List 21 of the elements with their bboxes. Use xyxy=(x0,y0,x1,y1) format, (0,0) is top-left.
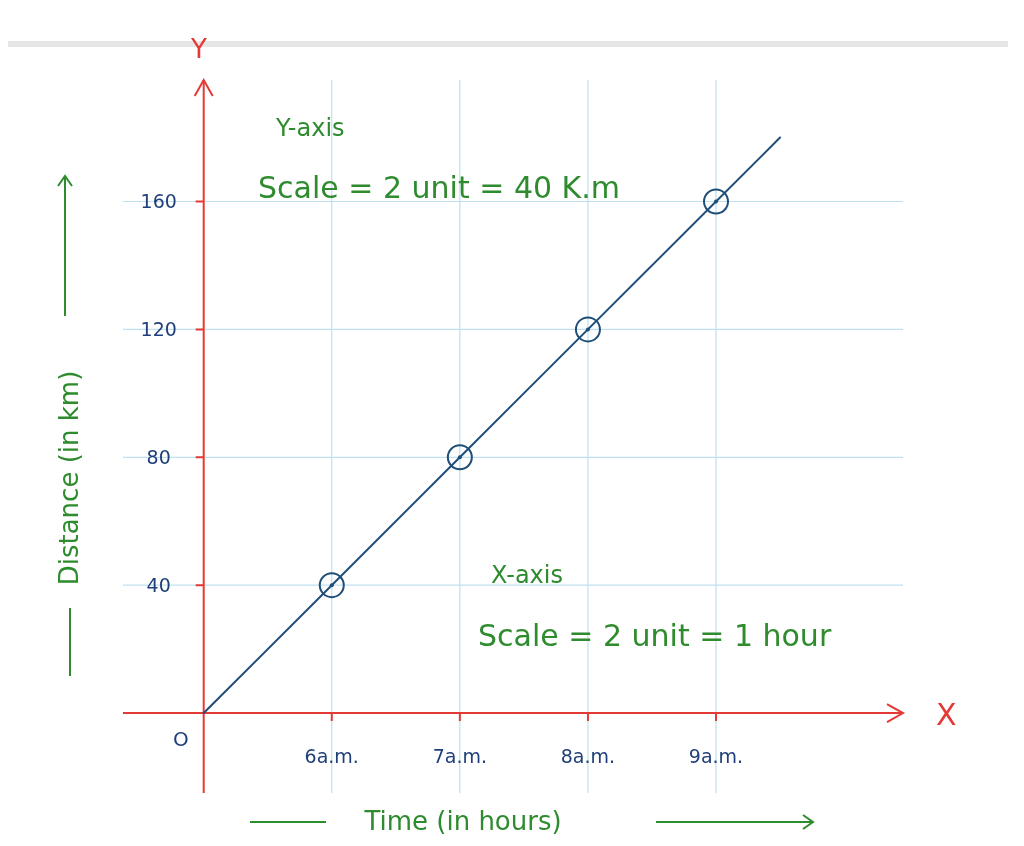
y-tick-label: 160 xyxy=(140,190,177,213)
annotation: Scale = 2 unit = 1 hour xyxy=(478,618,832,653)
point xyxy=(318,572,345,599)
x-tick-label: 7a.m. xyxy=(432,745,488,768)
point xyxy=(446,444,473,471)
annotation: Y-axis xyxy=(275,114,345,142)
y-tick-label: 40 xyxy=(146,574,171,597)
point xyxy=(574,316,601,343)
text: Y xyxy=(190,34,207,64)
x-tick-label: 6a.m. xyxy=(304,745,359,768)
y-tick-label: 80 xyxy=(146,446,171,469)
annotation: Scale = 2 unit = 40 K.m xyxy=(258,170,621,205)
x-axis-title: Time (in hours) xyxy=(363,806,562,836)
x-tick-label: 8a.m. xyxy=(560,745,616,768)
annotation: O xyxy=(173,727,189,751)
point xyxy=(703,188,730,215)
x-tick-label: 9a.m. xyxy=(688,745,744,768)
annotation: X-axis xyxy=(491,561,563,589)
text: X xyxy=(936,697,957,732)
y-axis-title: Distance (in km) xyxy=(54,370,84,586)
y-tick-label: 120 xyxy=(140,318,177,341)
